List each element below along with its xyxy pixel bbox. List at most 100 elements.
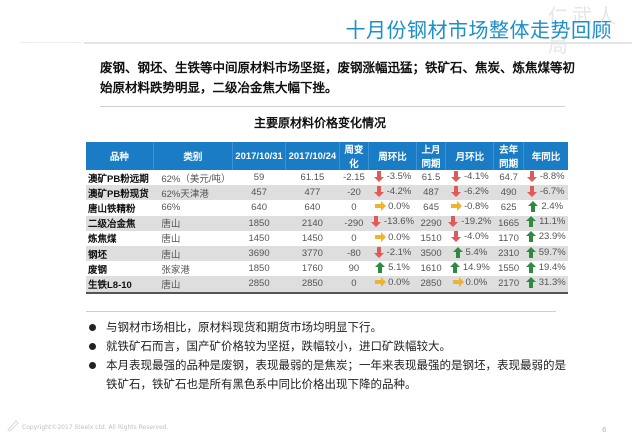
- cell-last-year: 1170: [498, 232, 519, 244]
- cell-mom: 5.4%: [445, 245, 494, 262]
- arrow-right-icon: [452, 277, 464, 288]
- col-header-week-change: 周变化: [338, 142, 369, 170]
- cell-variety: 炼焦煤: [88, 234, 117, 246]
- cell-price-1031: 1450: [248, 232, 270, 244]
- cell-mom: -0.8%: [446, 200, 494, 215]
- yoy-value: 23.9%: [538, 231, 566, 243]
- title-divider: [84, 42, 632, 44]
- col-header-category: 类别: [152, 142, 233, 170]
- bullet-text: 与钢材市场相比，原材料现货和期货市场均明显下行。: [106, 320, 382, 334]
- cell-last-month: 2290: [416, 215, 446, 231]
- cell-wow: 0.0%: [369, 231, 417, 246]
- cell-variety: 生铁L8-10: [86, 276, 154, 294]
- cell-last-month: 3500: [416, 245, 446, 262]
- mom-value: -6.2%: [463, 185, 489, 197]
- cell-price-1024: 3770: [285, 245, 340, 262]
- cell-mom: -4.0%: [446, 231, 494, 246]
- cell-wow: 0.0%: [369, 200, 417, 215]
- footer-copyright: Copyright©2017 Steelx Ltd. All Rights Re…: [22, 424, 169, 431]
- mom-value: 0.0%: [465, 277, 488, 289]
- wow-value: 0.0%: [388, 231, 410, 243]
- cell-price-1024: 1450: [301, 232, 323, 244]
- arrow-up-icon: [452, 246, 463, 258]
- cell-last-year: 2310: [493, 245, 524, 262]
- cell-category: 66%: [161, 202, 181, 214]
- yoy-value: 31.3%: [538, 276, 566, 288]
- col-header-date-1031: 2017/10/31: [232, 142, 286, 170]
- mom-value: -19.2%: [461, 216, 492, 228]
- cell-variety: 唐山铁精粉: [88, 203, 136, 215]
- arrow-up-icon: [449, 261, 460, 273]
- cell-last-month: 645: [423, 202, 439, 214]
- cell-week-change: -20: [339, 185, 369, 201]
- cell-last-year: 1665: [493, 215, 524, 231]
- cell-price-1031: 2850: [232, 276, 286, 294]
- cell-variety: 澳矿PB粉远期: [88, 173, 149, 185]
- title-accent-line: [20, 42, 82, 43]
- cell-week-change: 0: [339, 276, 369, 294]
- bullet-dot-icon: [89, 343, 96, 350]
- yoy-value: -6.7%: [539, 185, 565, 197]
- cell-price-1024: 477: [285, 185, 340, 201]
- cell-category: 唐山: [161, 234, 181, 246]
- summary-text: 废钢、钢坯、生铁等中间原材料市场坚挺，废钢涨幅迅猛；铁矿石、焦炭、炼焦煤等初始原…: [100, 60, 576, 95]
- divider-bottom: [86, 311, 556, 312]
- cell-variety: 澳矿PB粉现货: [86, 185, 154, 201]
- cell-price-1031: 1850: [232, 215, 286, 231]
- col-header-date-1024: 2017/10/24: [285, 142, 340, 170]
- arrow-right-icon: [375, 231, 387, 243]
- cell-yoy: 31.3%: [523, 276, 568, 294]
- cell-yoy: 11.1%: [523, 215, 568, 231]
- table-header-row: 品种 类别 2017/10/31 2017/10/24 周变化 周环比 上月同期…: [86, 142, 568, 170]
- mom-value: 5.4%: [465, 246, 488, 258]
- table-row: 澳矿PB粉现货 62%天津港 457 477 -20 -4.2% 487 -6.…: [86, 185, 568, 201]
- yoy-value: 2.4%: [541, 200, 564, 212]
- mom-value: -4.1%: [463, 170, 489, 182]
- cell-mom: -6.2%: [445, 185, 494, 201]
- col-header-variety: 品种: [86, 142, 154, 170]
- cell-variety: 钢坯: [86, 245, 154, 262]
- table-row: 澳矿PB粉远期 62%（美元/吨） 59 61.15 -2.15 -3.5% 6…: [86, 170, 568, 185]
- bullet-item: 与钢材市场相比，原材料现货和期货市场均明显下行。: [88, 318, 568, 337]
- cell-price-1024: 1760: [301, 263, 323, 275]
- cell-price-1031: 457: [232, 185, 286, 201]
- cell-price-1031: 640: [251, 202, 267, 214]
- cell-wow: -13.6%: [368, 215, 417, 231]
- page-number: 6: [602, 426, 607, 434]
- slide-title: 十月份钢材市场整体走势回顾: [345, 18, 612, 42]
- arrow-down-icon: [448, 216, 459, 228]
- divider-top: [100, 106, 565, 107]
- bullet-text: 本月表现最强的品种是废钢，表现最弱的是焦炭；一年来表现最强的是钢坯，表现最弱的是…: [106, 358, 566, 391]
- arrow-up-icon: [526, 216, 537, 228]
- cell-wow: -4.2%: [368, 185, 417, 201]
- wow-value: -3.5%: [386, 170, 412, 182]
- wow-value: -13.6%: [383, 216, 415, 228]
- cell-price-1031: 3690: [232, 245, 286, 262]
- arrow-down-icon: [450, 170, 461, 182]
- wow-value: 0.0%: [388, 201, 410, 213]
- cell-week-change: 90: [348, 263, 360, 275]
- cell-week-change: -2.15: [343, 172, 365, 184]
- col-header-last-year: 去年同期: [493, 142, 524, 170]
- cell-category: 唐山: [153, 276, 233, 294]
- cell-last-year: 490: [493, 185, 524, 201]
- yoy-value: 59.7%: [538, 246, 566, 258]
- arrow-down-icon: [370, 216, 381, 228]
- cell-price-1024: 640: [304, 202, 321, 214]
- cell-last-year: 625: [500, 202, 517, 214]
- arrow-right-icon: [450, 201, 462, 212]
- wow-value: -4.2%: [386, 185, 412, 197]
- mom-value: -0.8%: [463, 201, 489, 213]
- arrow-up-icon: [525, 276, 536, 288]
- yoy-value: 19.4%: [538, 261, 566, 273]
- arrow-up-icon: [375, 261, 386, 273]
- cell-wow: 0.0%: [368, 276, 417, 294]
- wow-value: 0.0%: [388, 277, 410, 289]
- cell-mom: 0.0%: [445, 276, 494, 294]
- pen-icon: [7, 420, 19, 432]
- mom-value: 14.9%: [462, 261, 490, 273]
- yoy-value: 11.1%: [539, 216, 566, 228]
- col-header-last-month: 上月同期: [415, 142, 446, 170]
- cell-category: 唐山: [153, 245, 233, 262]
- arrow-down-icon: [526, 170, 537, 182]
